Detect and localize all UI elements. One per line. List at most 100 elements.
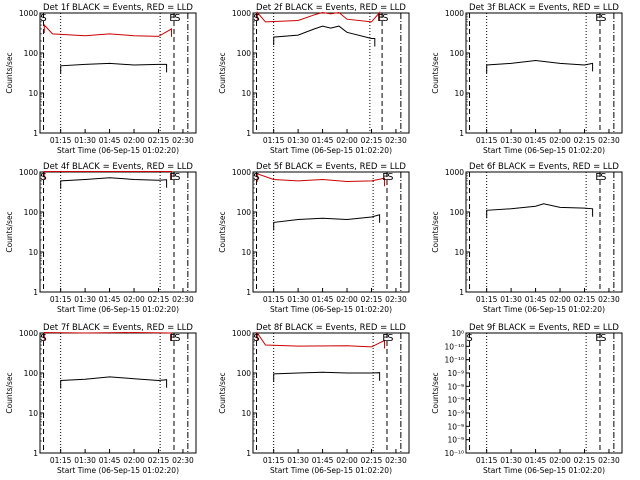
x-tick-label: 01:15 [263, 136, 285, 145]
y-tick-label: 100 [450, 49, 465, 58]
y-axis-label: Counts/sec [431, 372, 440, 413]
plot-frame [465, 332, 623, 454]
y-tick-label: 10 [28, 409, 38, 418]
x-tick-label: 02:00 [549, 295, 571, 304]
y-tick-label: 10⁻¹⁰ [444, 356, 464, 365]
chart-title: Det 1f BLACK = Events, RED = LLD [43, 3, 193, 13]
x-tick-label: 01:30 [74, 295, 96, 304]
y-tick-label: 10⁻⁹ [447, 409, 464, 418]
chart-panel-3: Det 3f BLACK = Events, RED = LLD 1 10 100 10… [431, 3, 623, 155]
x-tick-label: 01:15 [50, 456, 72, 465]
x-tick-label: 02:30 [598, 136, 620, 145]
y-tick-label: 1 [246, 129, 251, 138]
marker-s: S [466, 333, 472, 344]
x-tick-label: 01:15 [476, 456, 498, 465]
marker-s: S [174, 333, 180, 344]
marker-s: S [40, 13, 46, 24]
x-tick-label: 02:15 [361, 295, 383, 304]
y-axis-label: Counts/sec [5, 211, 14, 252]
x-tick-label: 02:15 [361, 456, 383, 465]
chart-title: Det 5f BLACK = Events, RED = LLD [256, 162, 406, 172]
series-lld [43, 171, 172, 180]
x-tick-label: 02:00 [336, 136, 358, 145]
chart-panel-2: Det 2f BLACK = Events, RED = LLD 1 10 100 10… [218, 3, 410, 155]
x-tick-label: 01:30 [74, 136, 96, 145]
plot-frame [252, 171, 410, 293]
y-tick-label: 100 [24, 49, 39, 58]
x-axis-label: Start Time (06-Sep-15 01:02:20) [57, 466, 179, 475]
series-events [60, 177, 168, 189]
y-tick-label: 1 [33, 449, 38, 458]
y-tick-label: 1 [33, 288, 38, 297]
x-tick-label: 01:15 [263, 295, 285, 304]
y-axis-label: Counts/sec [218, 52, 227, 93]
y-axis-label: Counts/sec [431, 211, 440, 252]
marker-s: S [253, 172, 259, 183]
marker-s: S [600, 13, 606, 24]
marker-s: S [40, 333, 46, 344]
marker-e: E [382, 333, 388, 344]
y-tick-label: 1000 [445, 168, 464, 177]
marker-e: E [595, 13, 601, 24]
y-tick-label: 1000 [232, 9, 251, 18]
y-tick-label: 1000 [19, 329, 38, 338]
marker-e: E [377, 13, 383, 24]
y-tick-label: 1000 [19, 168, 38, 177]
x-tick-label: 02:30 [172, 295, 194, 304]
y-tick-label: 100 [237, 369, 252, 378]
series-lld [256, 173, 385, 187]
y-tick-label: 100 [450, 208, 465, 217]
y-tick-label: 1 [33, 129, 38, 138]
x-axis-label: Start Time (06-Sep-15 01:02:20) [270, 466, 392, 475]
y-tick-label: 10⁻⁹ [447, 382, 464, 391]
x-tick-label: 02:00 [549, 456, 571, 465]
series-events [273, 25, 376, 47]
x-tick-label: 01:45 [312, 136, 334, 145]
marker-s: S [382, 13, 388, 24]
x-tick-label: 01:30 [74, 456, 96, 465]
y-tick-label: 1000 [19, 9, 38, 18]
x-tick-label: 02:00 [549, 136, 571, 145]
x-tick-label: 01:30 [287, 136, 309, 145]
y-tick-label: 10⁻⁹ [447, 369, 464, 378]
x-tick-label: 02:00 [336, 456, 358, 465]
x-tick-label: 02:15 [574, 295, 596, 304]
x-tick-label: 01:45 [312, 295, 334, 304]
plot-frame [252, 12, 410, 134]
chart-title: Det 7f BLACK = Events, RED = LLD [43, 323, 193, 333]
series-events [486, 59, 594, 73]
y-tick-label: 100 [24, 208, 39, 217]
chart-panel-9: Det 9f BLACK = Events, RED = LLD 10⁻¹⁰ 10⁻… [431, 323, 623, 475]
x-tick-label: 01:15 [50, 136, 72, 145]
marker-s: S [253, 333, 259, 344]
chart-panel-7: Det 7f BLACK = Events, RED = LLD 1 10 100 10… [5, 323, 197, 475]
x-tick-label: 01:15 [476, 295, 498, 304]
y-tick-label: 10⁻¹⁰ [444, 342, 464, 351]
plot-frame [252, 332, 410, 454]
marker-s: S [253, 13, 259, 24]
y-tick-label: 1 [459, 129, 464, 138]
y-tick-label: 10 [28, 248, 38, 257]
x-tick-label: 02:00 [123, 136, 145, 145]
marker-e: E [169, 13, 175, 24]
marker-e: E [595, 333, 601, 344]
y-tick-label: 10 [454, 89, 464, 98]
y-tick-label: 1 [459, 288, 464, 297]
series-lld [256, 331, 385, 349]
y-tick-label: 10⁻¹⁰ [444, 449, 464, 458]
x-tick-label: 02:15 [361, 136, 383, 145]
y-tick-label: 10⁻⁹ [447, 422, 464, 431]
x-tick-label: 02:15 [148, 295, 170, 304]
x-tick-label: 01:15 [476, 136, 498, 145]
y-tick-label: 10⁻⁹ [447, 436, 464, 445]
x-axis-label: Start Time (06-Sep-15 01:02:20) [483, 466, 605, 475]
plot-frame [465, 12, 623, 134]
y-tick-label: 1 [246, 288, 251, 297]
x-tick-label: 02:30 [172, 456, 194, 465]
marker-s: S [174, 172, 180, 183]
y-tick-label: 10⁰ [451, 329, 464, 338]
marker-e: E [595, 172, 601, 183]
marker-s: S [600, 333, 606, 344]
x-tick-label: 02:15 [574, 456, 596, 465]
x-tick-label: 02:30 [385, 295, 407, 304]
